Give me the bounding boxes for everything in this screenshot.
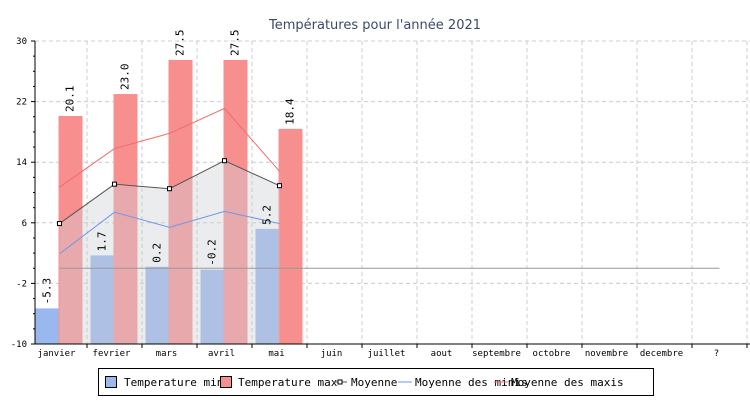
x-tick-label: octobre xyxy=(533,349,571,359)
x-tick-label: fevrier xyxy=(93,349,132,359)
lines xyxy=(57,107,720,344)
moyenne-point xyxy=(57,221,62,227)
bar-temperature-max xyxy=(58,115,83,345)
legend-box xyxy=(98,368,654,396)
x-tick-label: decembre xyxy=(640,349,683,359)
legend: Temperature min Temperature max Moyenne Moy… xyxy=(98,368,654,396)
grid xyxy=(35,40,750,344)
bar-temperature-max xyxy=(113,94,138,345)
data-label: 27.5 xyxy=(229,29,242,56)
bar-temperature-min xyxy=(255,228,279,344)
data-label: 0.2 xyxy=(151,243,164,263)
x-tick-label: aout xyxy=(431,349,453,359)
data-label: -0.2 xyxy=(206,239,219,266)
x-tick-label: juin xyxy=(321,349,343,359)
legend-swatch xyxy=(105,376,117,388)
x-tick-label: septembre xyxy=(472,349,521,359)
data-label: 23.0 xyxy=(119,64,132,91)
moyenne-point xyxy=(112,181,117,187)
legend-label: Moyenne xyxy=(351,376,397,389)
legend-label: Moyenne des minis xyxy=(415,376,528,389)
legend-label: Temperature min xyxy=(124,376,223,389)
y-tick-label: -10 xyxy=(11,340,27,350)
data-label: 18.4 xyxy=(284,98,297,125)
bar-temperature-max xyxy=(278,128,303,344)
data-label: 20.1 xyxy=(64,85,77,112)
y-tick-label: 30 xyxy=(16,37,27,47)
bar-temperature-min xyxy=(90,255,114,344)
x-tick-label: janvier xyxy=(38,349,77,359)
legend-label: Temperature max xyxy=(238,376,338,389)
bar-temperature-min xyxy=(145,266,169,344)
line-moyenne-des-minis xyxy=(59,210,280,255)
moyenne-point xyxy=(277,183,282,189)
x-tick-label: mars xyxy=(156,349,178,359)
y-tick-label: -2 xyxy=(16,279,27,289)
data-label: 27.5 xyxy=(174,29,187,56)
y-tick-label: 6 xyxy=(22,219,27,229)
legend-marker xyxy=(337,379,343,385)
bar-temperature-max xyxy=(223,59,248,344)
moyenne-area xyxy=(59,160,280,344)
x-tick-label: avril xyxy=(208,349,235,359)
bar-temperature-min xyxy=(200,269,224,344)
x-tick-label: novembre xyxy=(585,349,628,359)
y-tick-label: 22 xyxy=(16,98,27,108)
bars xyxy=(35,59,303,345)
x-tick-label: mai xyxy=(268,349,284,359)
bar-temperature-max xyxy=(168,59,193,344)
data-labels: -5.3 1.7 0.2 -0.2 5.2 20.1 23.0 27.5 27.5 18.4 xyxy=(41,29,297,304)
chart-title: Températures pour l'année 2021 xyxy=(268,18,481,33)
x-tick-label: ? xyxy=(714,349,719,359)
axes: 30 22 14 6 -2 -10 janvier fevrier mars avril mai ju… xyxy=(11,37,750,359)
legend-swatch xyxy=(220,376,232,388)
moyenne-point xyxy=(167,186,172,192)
bar-temperature-min xyxy=(35,308,59,344)
legend-label: Moyenne des maxis xyxy=(511,376,624,389)
data-label: 1.7 xyxy=(96,231,109,251)
x-tick-label: juillet xyxy=(368,349,406,359)
moyenne-point xyxy=(222,158,227,164)
line-moyenne-des-maxis xyxy=(59,107,280,188)
data-label: 5.2 xyxy=(261,205,274,225)
data-label: -5.3 xyxy=(41,278,54,305)
y-tick-label: 14 xyxy=(16,158,27,168)
